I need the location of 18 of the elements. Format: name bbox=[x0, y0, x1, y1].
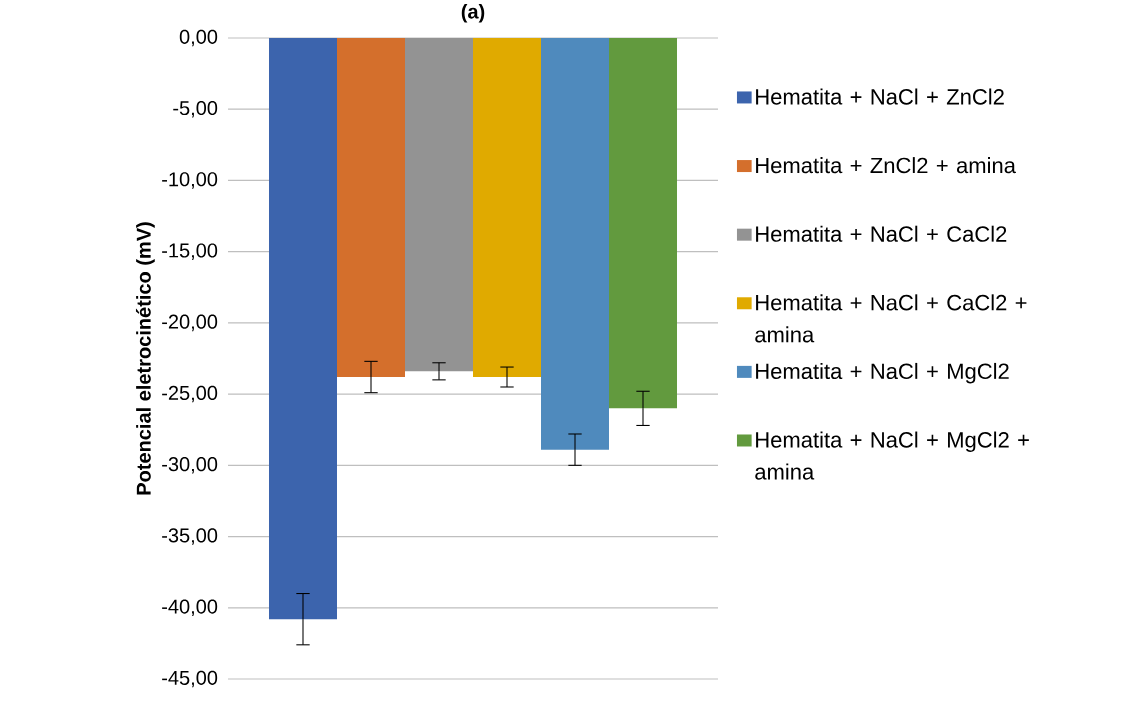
legend-label: Hematita + NaCl + ZnCl2 bbox=[756, 88, 1004, 105]
y-tick-label: -5,00 bbox=[173, 100, 218, 118]
y-tick-label: 0,00 bbox=[179, 29, 218, 47]
y-tick-label: -15,00 bbox=[162, 243, 218, 260]
y-tick-label: -40,00 bbox=[162, 599, 218, 617]
legend-label: Hematita + NaCl + CaCl2 + amina bbox=[755, 294, 1027, 343]
legend-label: Hematita + NaCl + CaCl2 bbox=[756, 225, 1007, 242]
legend-label: Hematita + NaCl + MgCl2 + amina bbox=[755, 431, 1029, 480]
y-tick-label: -10,00 bbox=[162, 172, 218, 189]
legend-label: Hematita + ZnCl2 + amina bbox=[756, 157, 1016, 174]
y-axis-title: Potencial eletrocinético (mV) bbox=[135, 222, 155, 495]
y-tick-label: -25,00 bbox=[162, 385, 218, 403]
y-tick-label: -45,00 bbox=[162, 670, 218, 688]
y-tick-label: -30,00 bbox=[162, 457, 218, 474]
chart-title: (a) bbox=[461, 3, 485, 23]
y-tick-label: -20,00 bbox=[162, 314, 218, 332]
legend-label: Hematita + NaCl + MgCl2 bbox=[756, 362, 1009, 384]
y-tick-label: -35,00 bbox=[162, 528, 218, 545]
